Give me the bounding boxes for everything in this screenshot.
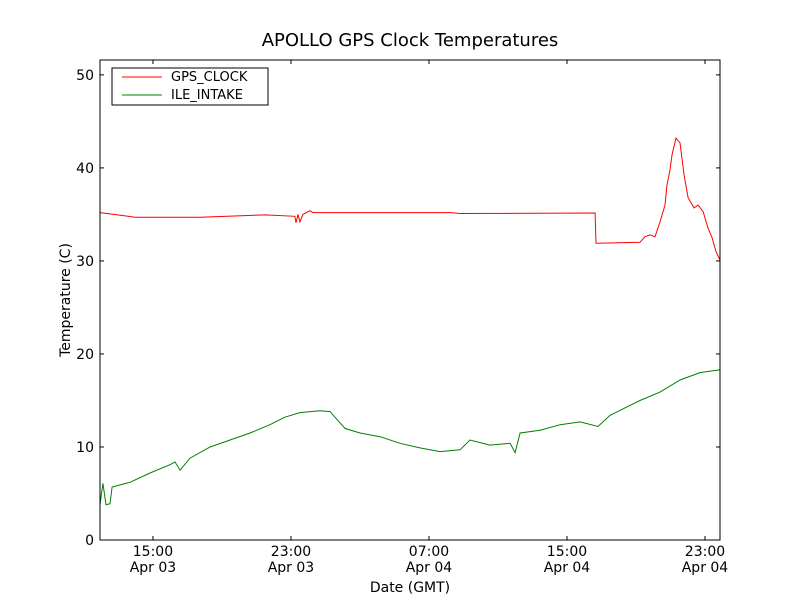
x-tick-label-time: 23:00 [685, 544, 725, 560]
legend-label-gps-clock: GPS_CLOCK [171, 70, 248, 85]
y-tick-label: 10 [76, 440, 94, 456]
x-tick-label-date: Apr 04 [544, 560, 591, 576]
x-tick-label-time: 23:00 [271, 544, 311, 560]
x-tick-label-date: Apr 03 [130, 560, 176, 576]
legend-label-ile-intake: ILE_INTAKE [171, 88, 243, 103]
series-line-gps-clock [99, 137, 721, 261]
y-tick-label: 50 [76, 68, 94, 84]
y-tick-label: 0 [85, 533, 94, 549]
legend: GPS_CLOCK ILE_INTAKE [111, 67, 269, 106]
x-tick-label-date: Apr 04 [682, 560, 729, 576]
y-tick-label: 30 [76, 254, 94, 270]
x-tick-label-time: 15:00 [547, 544, 587, 560]
legend-box [111, 67, 269, 106]
y-axis-label: Temperature (C) [58, 243, 74, 358]
x-tick-label-time: 07:00 [409, 544, 449, 560]
x-axis-label: Date (GMT) [370, 580, 450, 596]
x-tick-label-time: 15:00 [133, 544, 173, 560]
y-tick-label: 20 [76, 347, 94, 363]
x-tick-label-date: Apr 03 [268, 560, 314, 576]
x-tick-label-date: Apr 04 [406, 560, 453, 576]
y-tick-label: 40 [76, 161, 94, 177]
chart-title: APOLLO GPS Clock Temperatures [262, 30, 559, 51]
series-layer [99, 137, 721, 506]
plot-frame [99, 59, 721, 541]
series-line-ile-intake [99, 369, 721, 506]
